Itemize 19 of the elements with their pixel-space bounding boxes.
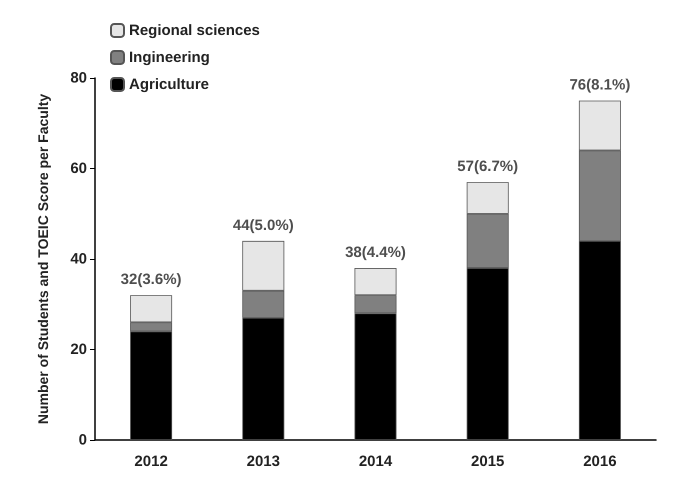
y-tick-label: 20: [70, 341, 87, 358]
y-tick-label: 80: [70, 70, 87, 86]
x-tick-label: 2016: [583, 453, 617, 470]
x-tick-label: 2014: [358, 453, 393, 470]
total-label: 76(8.1%): [569, 76, 630, 94]
legend-label: Regional sciences: [129, 22, 260, 39]
y-tick-label: 40: [70, 250, 87, 268]
y-tick-label: 0: [78, 432, 87, 448]
x-tick-label: 2012: [134, 453, 168, 470]
x-tick-label: 2013: [246, 453, 280, 470]
total-label: 57(6.7%): [457, 158, 518, 176]
total-label: 38(4.4%): [345, 244, 406, 262]
y-axis-title: Number of Students and TOEIC Score per Faculty: [35, 94, 51, 424]
legend-label: Agriculture: [129, 76, 210, 93]
legend-label: Ingineering: [129, 49, 210, 66]
y-tick-label: 60: [70, 160, 87, 177]
total-label: 44(5.0%): [232, 216, 294, 234]
total-label: 32(3.6%): [120, 271, 182, 288]
x-tick-label: 2015: [471, 453, 504, 470]
